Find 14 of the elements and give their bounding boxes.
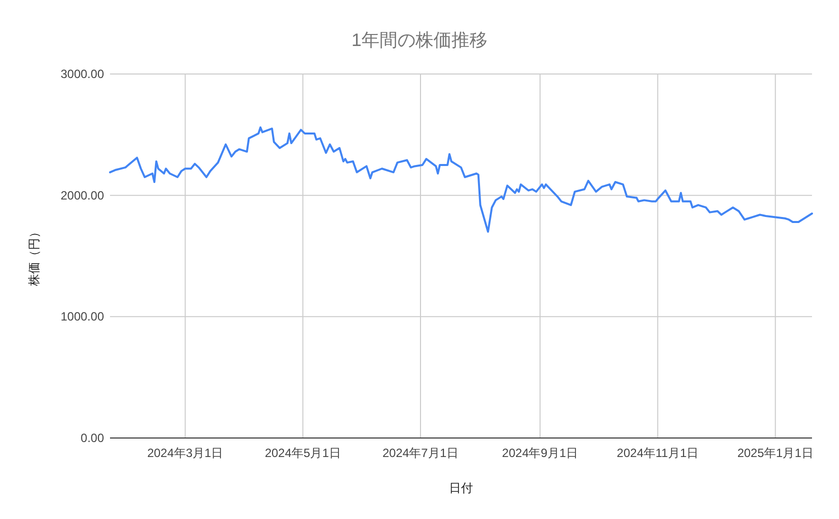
y-tick-label: 2000.00 xyxy=(60,188,104,202)
y-axis-title: 株価（円） xyxy=(27,226,41,287)
x-tick-label: 2024年3月1日 xyxy=(147,446,224,460)
x-tick-label: 2024年5月1日 xyxy=(264,446,341,460)
y-tick-label: 0.00 xyxy=(80,431,104,445)
line-series xyxy=(109,126,813,233)
x-axis-title: 日付 xyxy=(449,481,473,495)
y-tick-label: 3000.00 xyxy=(60,67,104,81)
x-tick-label: 2024年9月1日 xyxy=(502,446,578,460)
y-tick-label: 1000.00 xyxy=(60,310,104,324)
chart-title: 1年間の株価推移 xyxy=(351,30,488,50)
x-tick-label: 2024年11月1日 xyxy=(616,446,699,460)
x-tick-label: 2025年1月1日 xyxy=(737,446,814,460)
x-tick-label: 2024年7月1日 xyxy=(382,446,459,460)
